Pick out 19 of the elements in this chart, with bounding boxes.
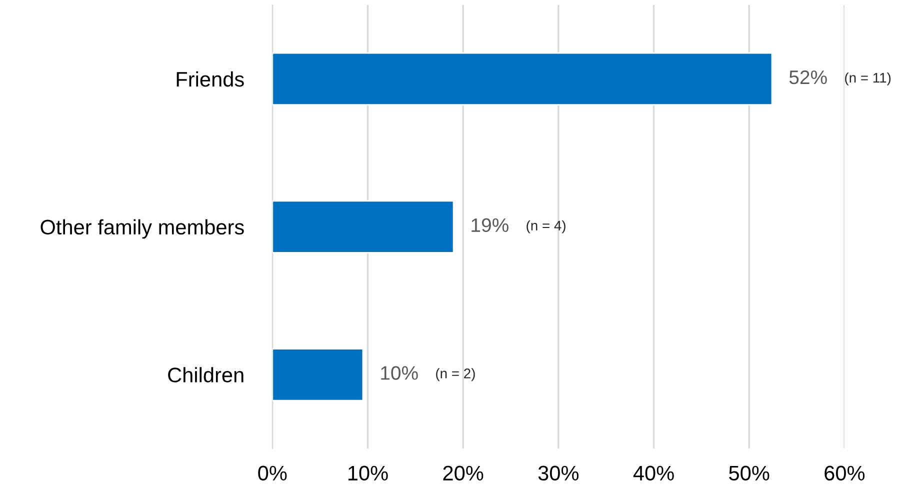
bar bbox=[272, 52, 773, 106]
x-tick-label: 30% bbox=[538, 466, 579, 481]
y-tick-label: Other family members bbox=[40, 219, 244, 239]
data-label: 52% bbox=[789, 70, 827, 84]
bar bbox=[272, 200, 454, 254]
y-tick-label: Friends bbox=[176, 71, 244, 87]
text: (n = 11) bbox=[845, 72, 891, 86]
data-label: 10% bbox=[381, 366, 418, 380]
y-tick-label: Children bbox=[168, 367, 244, 382]
x-tick-label: 60% bbox=[824, 466, 865, 481]
bar bbox=[272, 348, 364, 402]
x-tick-label: 10% bbox=[348, 466, 388, 481]
x-tick-label: 20% bbox=[443, 466, 484, 481]
annotation: (n = 4) bbox=[526, 220, 566, 234]
x-tick-label: 50% bbox=[729, 466, 770, 481]
data-label: 19% bbox=[472, 218, 508, 232]
annotation: (n = 2) bbox=[436, 368, 475, 382]
x-tick-label: 0% bbox=[258, 466, 287, 481]
x-tick-label: 40% bbox=[633, 466, 674, 481]
